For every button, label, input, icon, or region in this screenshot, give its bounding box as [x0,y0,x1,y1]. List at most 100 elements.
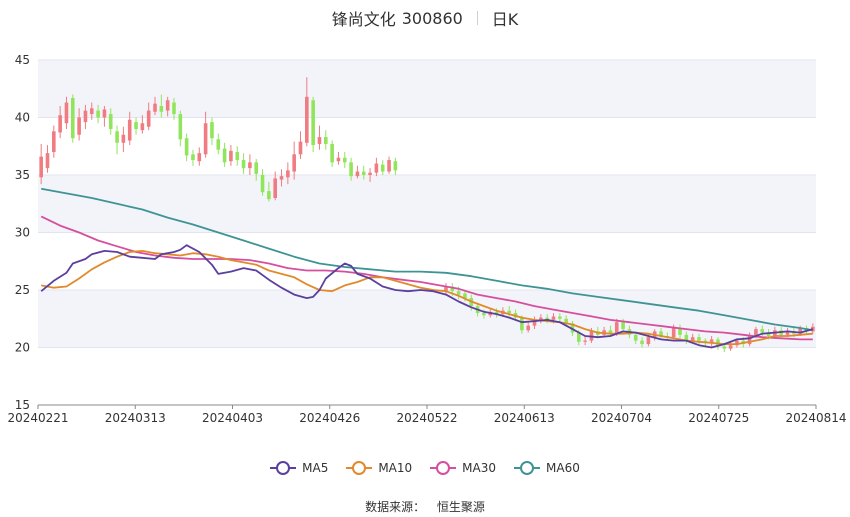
candle-body [659,331,663,336]
candle-body [178,114,183,140]
candle-body [39,156,43,178]
candle-body [260,175,265,193]
candle-body [210,122,214,139]
candle-body [197,153,202,162]
y-tick-label: 45 [15,53,30,67]
candle-body [690,337,695,341]
candle-body [766,332,771,336]
candle-body [127,119,132,141]
candle-body [254,162,259,174]
candle-body [64,102,69,124]
y-tick-label: 20 [15,341,30,355]
candle-body [323,137,328,144]
candle-body [482,313,486,316]
candle-body [102,109,107,118]
candle-body [115,131,119,143]
candle-body [159,106,164,112]
chart-title: 锋尚文化 300860 日K [0,6,850,30]
x-tick-label: 20240313 [105,411,166,425]
candle-body [520,317,524,331]
candle-body [330,143,334,163]
legend-item-ma10[interactable]: MA10 [346,461,412,475]
candle-body [608,330,613,334]
candle-body [96,110,100,118]
candle-body [83,110,88,123]
legend-label: MA60 [546,461,580,475]
candle-body [697,337,701,341]
candle-body [134,122,138,129]
candle-body [229,150,233,162]
candle-body [172,102,176,115]
candle-body [45,153,50,169]
legend-marker-icon [514,461,541,475]
candle-body [577,332,581,342]
legend-item-ma5[interactable]: MA5 [270,461,328,475]
candle-body [216,139,221,150]
ma60-line [41,187,813,332]
legend: MA5 MA10 MA30 MA60 [0,458,850,478]
candle-body [121,134,126,143]
y-tick-label: 30 [15,226,30,240]
legend-item-ma60[interactable]: MA60 [514,461,580,475]
candle-body [545,317,549,320]
candle-body [235,152,240,161]
candle-body [583,340,587,342]
candle-body [450,286,455,292]
candle-body [349,162,353,177]
candle-body [728,345,733,349]
legend-label: MA10 [378,461,413,475]
candle-body [279,176,284,180]
candle-body [722,346,727,349]
candle-body [811,326,815,332]
candle-body [241,160,246,169]
ma5-line [40,244,814,349]
x-tick-label: 20240221 [7,411,68,425]
period-label[interactable]: 日K [491,10,519,29]
candle-body [273,178,277,198]
candle-body [70,97,75,139]
ma30-line [40,215,813,341]
candle-body [798,327,802,334]
candle-body [286,170,290,178]
candle-body [89,108,94,115]
candle-body [387,160,391,172]
x-tick-label: 20240725 [688,411,749,425]
candle-body [355,171,360,177]
x-tick-label: 20240613 [494,411,555,425]
legend-marker-icon [430,461,457,475]
y-tick-label: 15 [15,398,30,412]
candle-body [380,164,385,172]
candle-body [184,138,189,156]
candle-body [532,319,537,326]
candle-body [58,115,62,133]
candle-body [368,172,372,175]
candle-body [747,336,752,345]
source-name: 恒生聚源 [436,500,485,514]
legend-item-ma30[interactable]: MA30 [430,461,496,475]
candle-body [77,117,81,135]
candle-body [336,157,341,162]
candle-body [551,316,556,320]
candle-body [684,334,689,341]
candle-body [621,322,625,330]
x-tick-label: 20240522 [396,411,457,425]
candle-body [671,326,676,338]
candle-body [374,163,379,173]
data-source: 数据来源： 恒生聚源 [0,498,850,515]
x-tick-label: 20240814 [785,411,846,425]
candle-body [494,311,499,315]
candle-body [222,148,227,163]
source-label: 数据来源： [365,500,426,514]
candle-body [311,100,315,146]
candle-body [191,154,195,161]
candle-body [153,103,157,112]
candle-body [361,171,366,175]
x-tick-label: 20240704 [591,411,652,425]
candle-body [463,293,467,299]
candle-body [292,154,296,172]
grid-band [38,175,816,233]
y-tick-label: 25 [15,283,30,297]
candle-body [678,327,682,335]
candle-body [317,137,322,144]
candle-body [633,334,638,341]
